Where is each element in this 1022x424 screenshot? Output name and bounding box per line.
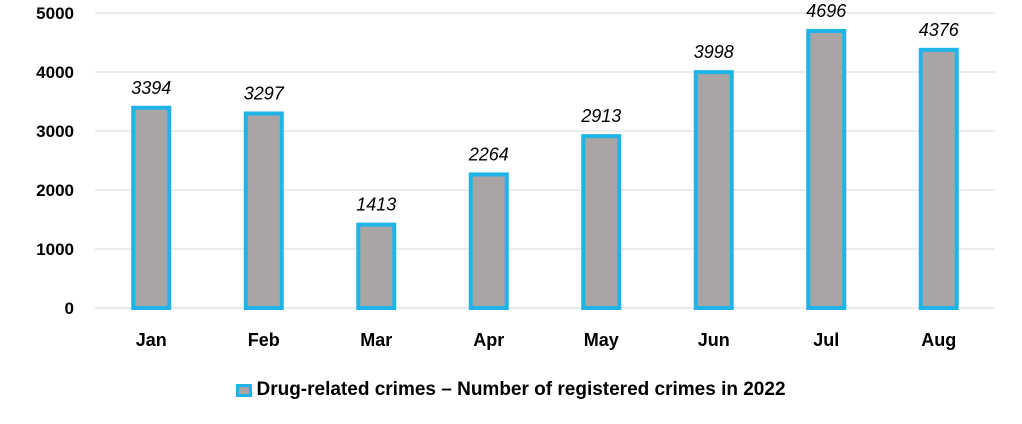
x-axis-ticks: Jan Feb Mar Apr May Jun Jul Aug [136, 330, 957, 350]
data-label: 2913 [580, 106, 621, 126]
y-tick-label: 3000 [36, 122, 74, 141]
y-tick-label: 4000 [36, 63, 74, 82]
data-label: 4696 [806, 1, 847, 21]
y-tick-label: 0 [65, 299, 74, 318]
data-label: 3394 [131, 78, 171, 98]
data-labels: 3394 3297 1413 2264 2913 3998 4696 4376 [131, 1, 960, 215]
y-tick-label: 1000 [36, 240, 74, 259]
data-label: 3998 [694, 42, 734, 62]
x-tick-label: May [584, 330, 619, 350]
bar [581, 134, 622, 310]
x-tick-label: Apr [473, 330, 504, 350]
bar [131, 105, 172, 310]
x-tick-label: Mar [360, 330, 392, 350]
bar [243, 111, 284, 310]
y-axis-ticks: 0 1000 2000 3000 4000 5000 [36, 4, 74, 318]
x-tick-label: Jan [136, 330, 167, 350]
data-label: 4376 [919, 20, 960, 40]
y-tick-label: 5000 [36, 4, 74, 23]
bar [918, 47, 959, 310]
bars [131, 28, 959, 310]
legend: Drug-related crimes – Number of register… [0, 379, 1022, 401]
legend-swatch [236, 383, 253, 397]
x-tick-label: Jun [698, 330, 730, 350]
bar [356, 222, 397, 310]
bar [806, 28, 847, 310]
gridlines [95, 12, 995, 309]
bar [468, 172, 509, 310]
x-tick-label: Jul [813, 330, 839, 350]
data-label: 1413 [356, 195, 396, 215]
data-label: 3297 [244, 83, 285, 103]
bar [693, 70, 734, 310]
y-tick-label: 2000 [36, 181, 74, 200]
legend-label: Drug-related crimes – Number of register… [256, 379, 786, 400]
bar-chart-plot: 0 1000 2000 3000 4000 5000 3394 3297 1413 2264 29… [36, 1, 995, 350]
x-tick-label: Feb [248, 330, 280, 350]
x-tick-label: Aug [921, 330, 956, 350]
data-label: 2264 [468, 144, 509, 164]
